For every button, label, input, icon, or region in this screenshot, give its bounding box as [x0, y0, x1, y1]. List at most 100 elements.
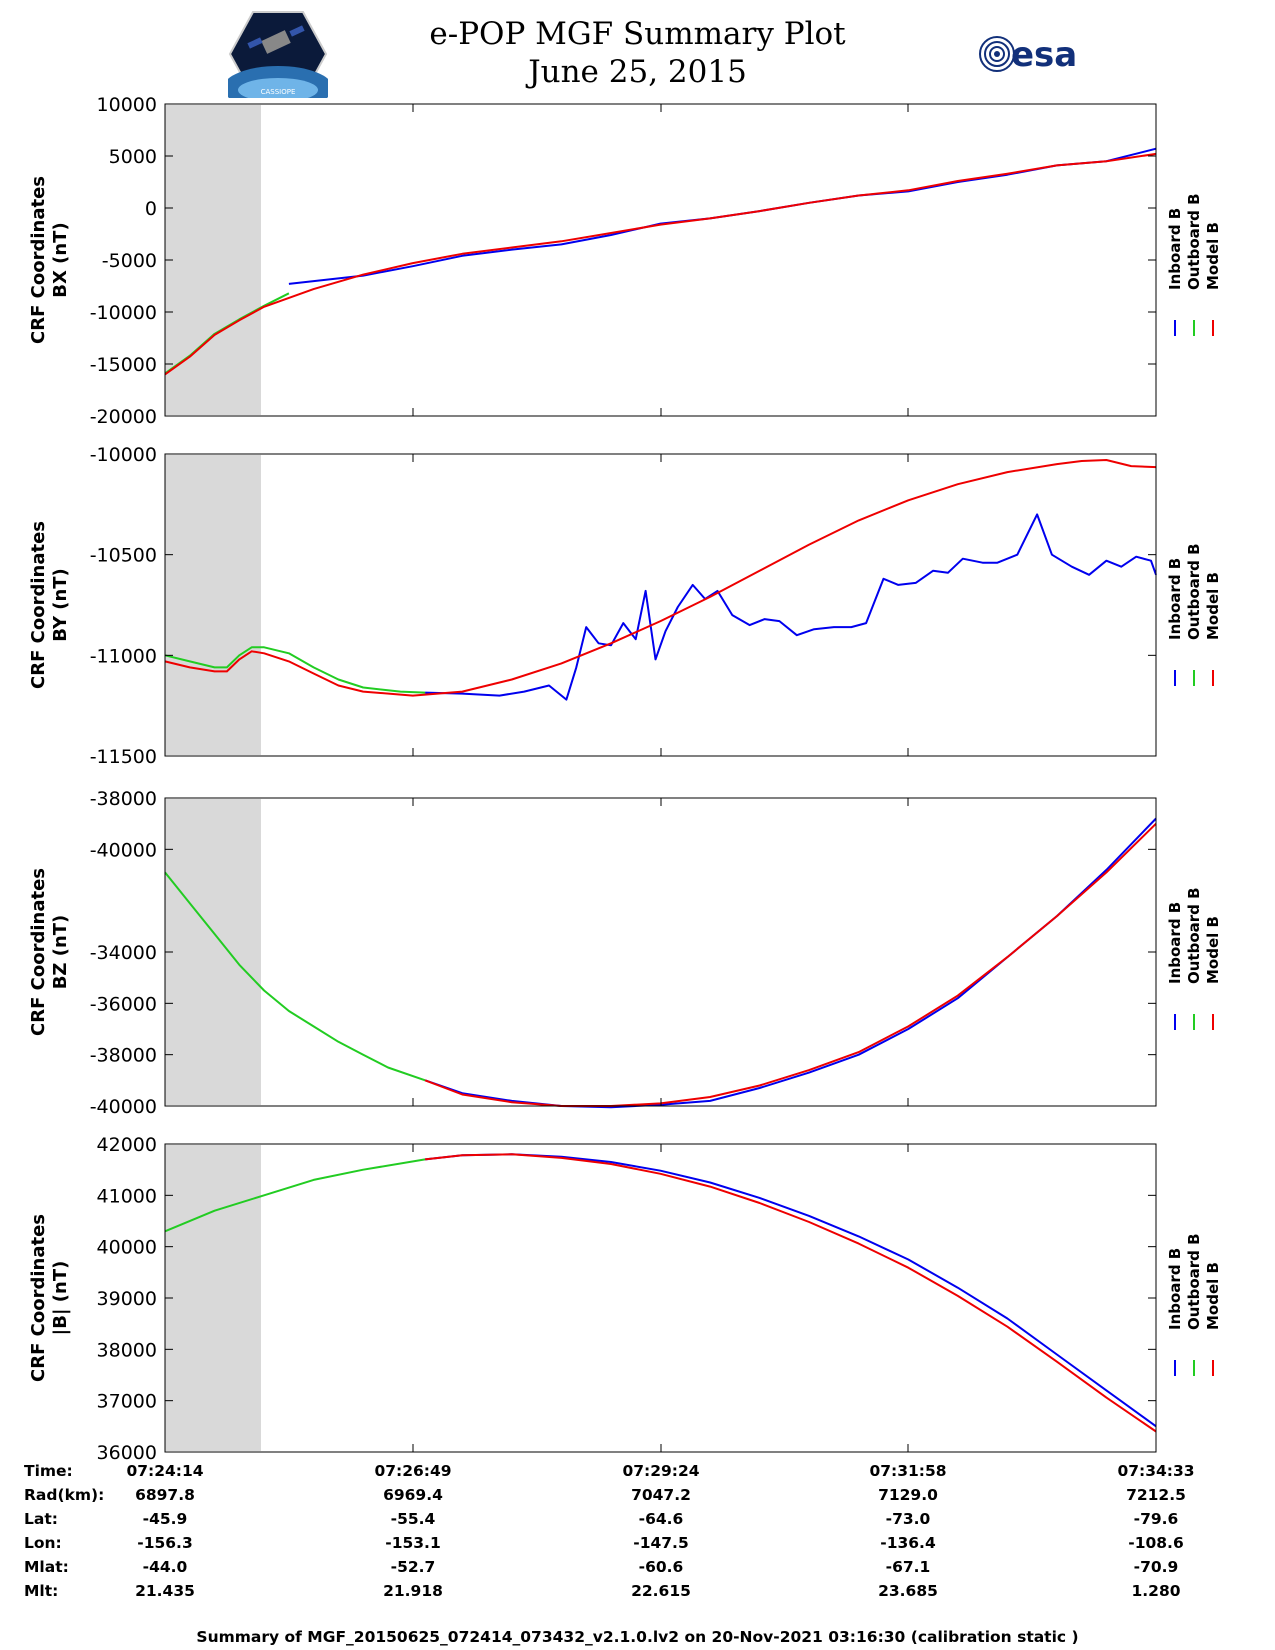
series-inboard-line — [424, 817, 1157, 1109]
info-value: 6897.8 — [135, 1486, 195, 1504]
y-axis-label: CRF Coordinates — [28, 176, 49, 344]
info-value: -79.6 — [1133, 1510, 1179, 1528]
panel-1: 10000 5000 0 -5000 -10000 -15000 -20000 CRF Coo… — [28, 94, 1222, 428]
y-tick-label: 37000 — [97, 1391, 157, 1413]
calibration-shade — [165, 1145, 261, 1451]
y-tick-label: -20000 — [90, 406, 157, 428]
info-row: Rad(km): 6897.8 6969.4 7047.2 7129.0 7212.5 — [0, 1486, 1275, 1510]
y-axis-label: CRF Coordinates — [28, 1214, 49, 1382]
calibration-shade — [165, 799, 261, 1105]
info-label: Lon: — [24, 1534, 62, 1552]
info-value: -55.4 — [390, 1510, 436, 1528]
y-tick-label: -36000 — [90, 993, 157, 1015]
info-value: 21.435 — [135, 1582, 195, 1600]
series-model-line — [164, 459, 1157, 697]
y-tick-label: -11000 — [90, 645, 157, 667]
y-tick-label: -10000 — [90, 444, 157, 466]
y-axis-label: BY (nT) — [50, 568, 71, 642]
legend-label: Model B — [1204, 572, 1222, 640]
info-value: -67.1 — [885, 1558, 931, 1576]
y-axis-label: BZ (nT) — [50, 915, 71, 990]
info-value: -70.9 — [1133, 1558, 1179, 1576]
info-value: -52.7 — [390, 1558, 436, 1576]
y-tick-label: 0 — [145, 198, 157, 220]
y-axis-label: BX (nT) — [50, 222, 71, 297]
series-model-line — [164, 152, 1157, 376]
info-value: 22.615 — [631, 1582, 691, 1600]
info-value: -60.6 — [638, 1558, 684, 1576]
panel-frame — [164, 797, 1157, 1107]
legend-label: Model B — [1204, 222, 1222, 290]
info-value: 1.280 — [1131, 1582, 1181, 1600]
y-tick-label: -38000 — [90, 788, 157, 810]
footer-summary: Summary of MGF_20150625_072414_073432_v2… — [196, 1628, 1079, 1646]
info-value: 7047.2 — [631, 1486, 691, 1504]
series-outboard-line — [164, 646, 426, 694]
y-tick-label: 38000 — [97, 1339, 157, 1361]
info-value: -44.0 — [142, 1558, 188, 1576]
y-tick-label: 41000 — [97, 1185, 157, 1207]
y-tick-label: 5000 — [109, 146, 157, 168]
legend-label: Inboard B — [1166, 208, 1184, 290]
legend-label: Inboard B — [1166, 1248, 1184, 1330]
y-axis-label: |B| (nT) — [50, 1261, 71, 1336]
panel-4: 42000 41000 40000 39000 38000 37000 36000 CRF C… — [28, 1134, 1222, 1464]
info-value: 07:24:14 — [126, 1462, 204, 1480]
info-value: -45.9 — [142, 1510, 188, 1528]
y-tick-label: -38000 — [90, 1045, 157, 1067]
info-value: 07:29:24 — [622, 1462, 700, 1480]
legend-label: Outboard B — [1185, 887, 1203, 984]
info-value: 7129.0 — [878, 1486, 938, 1504]
series-model-line — [424, 1153, 1157, 1433]
cassiope-logo: CASSIOPE — [228, 11, 328, 98]
info-row: Lon: -156.3 -153.1 -147.5 -136.4 -108.6 — [0, 1534, 1275, 1558]
info-value: 07:31:58 — [869, 1462, 947, 1480]
legend-label: Model B — [1204, 916, 1222, 984]
y-axis-label: CRF Coordinates — [28, 868, 49, 1036]
calibration-shade — [165, 105, 261, 415]
plot-date: June 25, 2015 — [528, 54, 747, 90]
panel-frame — [164, 1143, 1157, 1453]
info-label: Time: — [24, 1462, 73, 1480]
plot-title: e-POP MGF Summary Plot — [429, 16, 846, 52]
series-inboard-line — [424, 1153, 1157, 1428]
info-value: -156.3 — [137, 1534, 193, 1552]
info-value: 7212.5 — [1126, 1486, 1186, 1504]
y-tick-label: 10000 — [97, 94, 157, 116]
series-outboard-line — [164, 871, 426, 1082]
legend-label: Inboard B — [1166, 902, 1184, 984]
info-row: Mlat: -44.0 -52.7 -60.6 -67.1 -70.9 — [0, 1558, 1275, 1582]
panel-frame — [164, 103, 1157, 417]
esa-logo: esa — [979, 35, 1077, 75]
esa-logo-text: esa — [1011, 35, 1077, 75]
info-value: -147.5 — [633, 1534, 689, 1552]
legend-label: Outboard B — [1185, 193, 1203, 290]
series-outboard-line — [164, 1158, 426, 1233]
info-value: -64.6 — [638, 1510, 684, 1528]
info-label: Rad(km): — [24, 1486, 105, 1504]
info-value: 21.918 — [383, 1582, 443, 1600]
info-value: -153.1 — [385, 1534, 441, 1552]
info-value: 07:26:49 — [374, 1462, 452, 1480]
info-label: Lat: — [24, 1510, 58, 1528]
y-tick-label: -40000 — [90, 1096, 157, 1118]
panel-2: -10000 -10500 -11000 -11500 CRF Coordinates B… — [28, 444, 1222, 768]
y-tick-label: 39000 — [97, 1288, 157, 1310]
info-value: -108.6 — [1128, 1534, 1184, 1552]
legend-label: Model B — [1204, 1262, 1222, 1330]
info-value: 6969.4 — [383, 1486, 443, 1504]
info-row: Lat: -45.9 -55.4 -64.6 -73.0 -79.6 — [0, 1510, 1275, 1534]
info-value: 23.685 — [878, 1582, 938, 1600]
info-row: Mlt: 21.435 21.918 22.615 23.685 1.280 — [0, 1582, 1275, 1606]
info-row: Time: 07:24:14 07:26:49 07:29:24 07:31:58 07:… — [0, 1462, 1275, 1486]
panel-frame — [164, 453, 1157, 757]
y-tick-label: -34000 — [90, 942, 157, 964]
info-value: 07:34:33 — [1117, 1462, 1195, 1480]
y-tick-label: -5000 — [102, 250, 157, 272]
calibration-shade — [165, 455, 261, 755]
legend-label: Outboard B — [1185, 1233, 1203, 1330]
cassiope-logo-text: CASSIOPE — [261, 88, 296, 96]
y-tick-label: -40000 — [90, 839, 157, 861]
info-value: -73.0 — [885, 1510, 931, 1528]
